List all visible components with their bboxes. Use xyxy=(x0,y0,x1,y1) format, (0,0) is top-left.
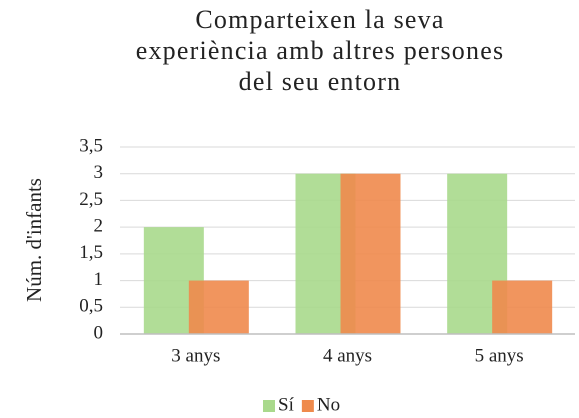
legend-label: No xyxy=(317,394,340,415)
y-tick-label: 2 xyxy=(94,216,104,237)
legend-label: Sí xyxy=(278,394,295,415)
legend-swatch xyxy=(263,400,275,412)
legend-swatch xyxy=(301,400,314,412)
y-axis-label: Núm. d'infants xyxy=(22,178,46,302)
bar xyxy=(340,173,401,334)
y-tick-label: 1,5 xyxy=(79,242,103,263)
y-tick-label: 1 xyxy=(94,269,104,290)
y-tick-label: 3,5 xyxy=(79,135,103,156)
bar xyxy=(492,280,553,334)
x-tick-label: 5 anys xyxy=(475,345,524,366)
chart-title: Comparteixen la seva experiència amb alt… xyxy=(135,5,505,96)
x-tick-label: 3 anys xyxy=(171,345,220,366)
y-tick-label: 0,5 xyxy=(79,296,103,317)
y-tick-label: 2,5 xyxy=(79,189,103,210)
y-tick-label: 0 xyxy=(94,322,104,343)
x-tick-label: 4 anys xyxy=(323,345,372,366)
y-tick-label: 3 xyxy=(94,162,104,183)
bar xyxy=(188,280,249,334)
